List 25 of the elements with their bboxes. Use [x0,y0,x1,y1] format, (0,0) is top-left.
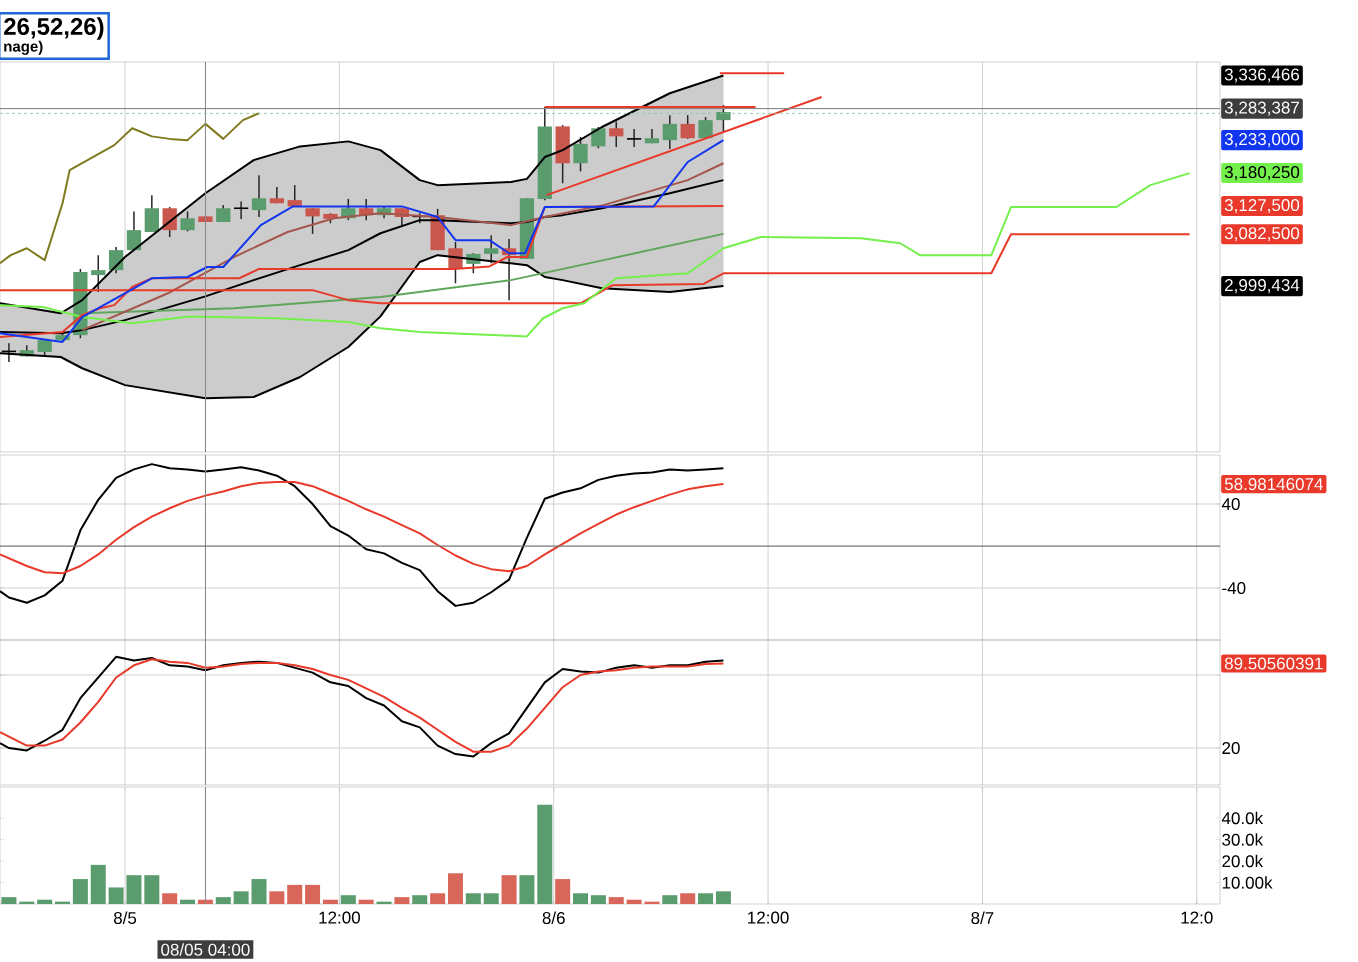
x-tick-label: 12:00 [319,911,360,924]
x-tick-label: 8/5 [113,911,137,925]
y-tick-label: 10.00k [1222,876,1273,889]
y-tick-label: 40 [1221,498,1240,511]
y-tick-label: 20.0k [1222,854,1264,868]
y-tick-label: 3,336,466 [1224,68,1300,83]
y-tick-label: 2,999,434 [1225,279,1300,294]
y-tick-label: 30.0k [1222,833,1264,846]
x-tick-label: 12:0 [1181,911,1213,924]
y-tick-label: 58.98146074 [1224,478,1323,491]
y-tick-label: 40.0k [1221,811,1264,825]
text: 26,52,26) [4,17,104,40]
ref-line-label: 08/05 04:00 [161,943,250,956]
x-tick-label: 12:00 [748,911,789,924]
y-tick-label: -40 [1222,582,1246,595]
y-tick-label: 3,233,000 [1224,133,1300,148]
ref-line-label: 3,283,387 [1224,101,1299,116]
text: nage) [4,40,43,55]
y-tick-label: 3,082,500 [1224,227,1300,242]
y-tick-label: 3,127,500 [1224,199,1300,214]
y-tick-label: 20 [1222,742,1240,755]
x-tick-label: 8/7 [971,911,994,925]
y-tick-label: 89.50560391 [1224,657,1323,670]
x-tick-label: 8/6 [542,911,565,925]
y-tick-label: 3,180,250 [1224,166,1300,181]
